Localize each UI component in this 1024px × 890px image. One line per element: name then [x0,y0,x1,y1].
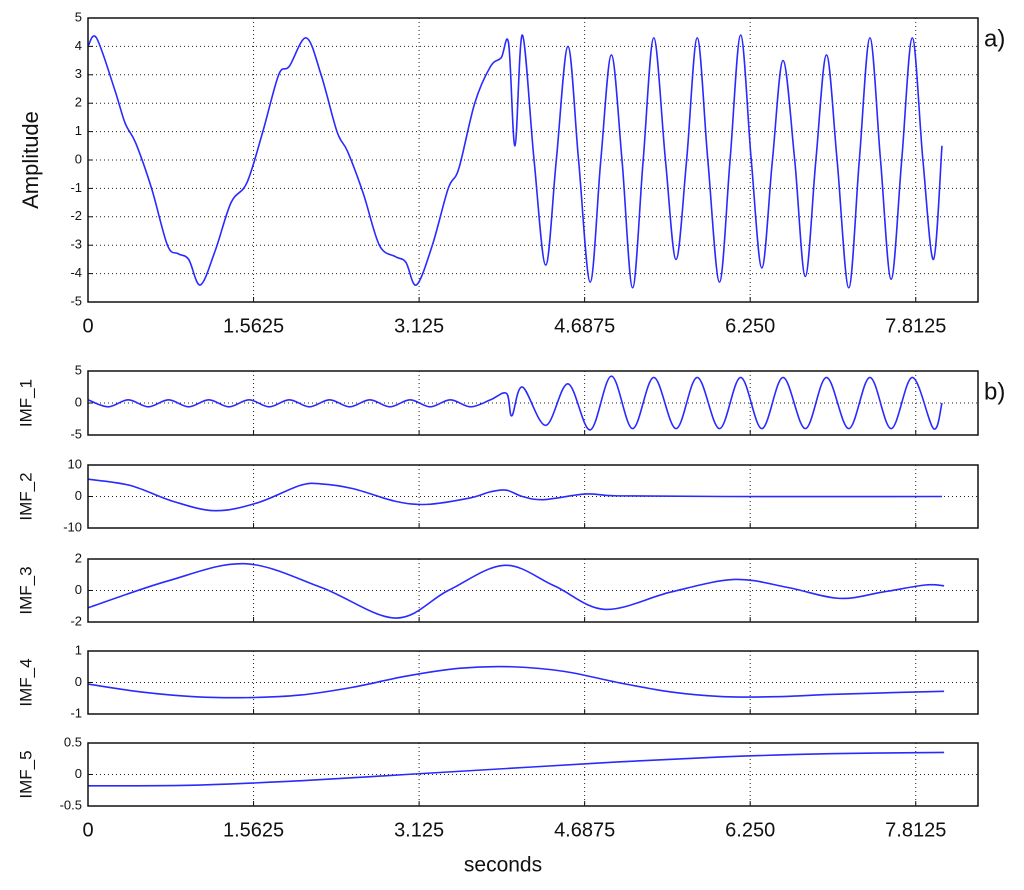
signal-line [88,751,945,787]
x-tick-label: 3.125 [394,819,444,841]
plot-frame [87,17,979,303]
panel-label: a) [984,25,1005,52]
y-tick-label: -5 [70,426,82,441]
x-tick-label: 0 [82,315,93,337]
plot-frame [87,558,979,623]
y-tick-label: 2 [75,95,82,110]
y-axis-label: IMF_5 [16,750,35,798]
y-tick-label: -5 [70,293,82,308]
y-tick-label: 2 [75,550,82,565]
y-axis-label: IMF_1 [16,379,35,427]
signal-line [88,562,945,619]
y-tick-label: -10 [63,519,82,534]
y-tick-label: 5 [75,362,82,377]
y-tick-label: 4 [75,38,82,53]
plot-frame [87,650,979,715]
y-axis-label: IMF_3 [16,566,35,614]
signal-line [88,375,943,431]
y-tick-label: 0 [75,488,82,503]
x-tick-label: 4.6875 [554,819,615,841]
x-tick-label: 1.5625 [223,819,284,841]
signal-line [88,665,945,699]
y-tick-label: -0.5 [60,797,82,812]
y-tick-label: -2 [70,613,82,628]
x-tick-label: 4.6875 [554,315,615,337]
plot-frame [87,742,979,807]
y-tick-label: 0 [75,582,82,597]
x-tick-label: 6.250 [725,819,775,841]
x-tick-label: 6.250 [725,315,775,337]
y-tick-label: -4 [70,265,82,280]
y-tick-label: -1 [70,180,82,195]
panel-label: b) [984,378,1005,405]
y-tick-label: 1 [75,642,82,657]
y-tick-label: 0.5 [64,734,82,749]
y-axis-label: Amplitude [18,111,43,209]
plot-frame [87,464,979,529]
y-tick-label: 1 [75,123,82,138]
y-tick-label: 3 [75,66,82,81]
signal-line [88,34,943,289]
y-tick-label: 0 [75,766,82,781]
x-tick-label: 3.125 [394,315,444,337]
x-tick-label: 7.8125 [885,315,946,337]
y-tick-label: -2 [70,208,82,223]
y-tick-label: -3 [70,237,82,252]
x-tick-label: 0 [82,819,93,841]
y-tick-label: 0 [75,394,82,409]
y-tick-label: 0 [75,674,82,689]
x-tick-label: 7.8125 [885,819,946,841]
y-axis-label: IMF_4 [16,658,35,706]
plot-frame [87,370,979,436]
y-axis-label: IMF_2 [16,472,35,520]
y-tick-label: 0 [75,151,82,166]
x-axis-label: seconds [464,854,542,877]
x-tick-label: 1.5625 [223,315,284,337]
y-tick-label: 5 [75,9,82,24]
y-tick-label: 10 [68,456,82,471]
y-tick-label: -1 [70,705,82,720]
signal-line [88,478,942,512]
